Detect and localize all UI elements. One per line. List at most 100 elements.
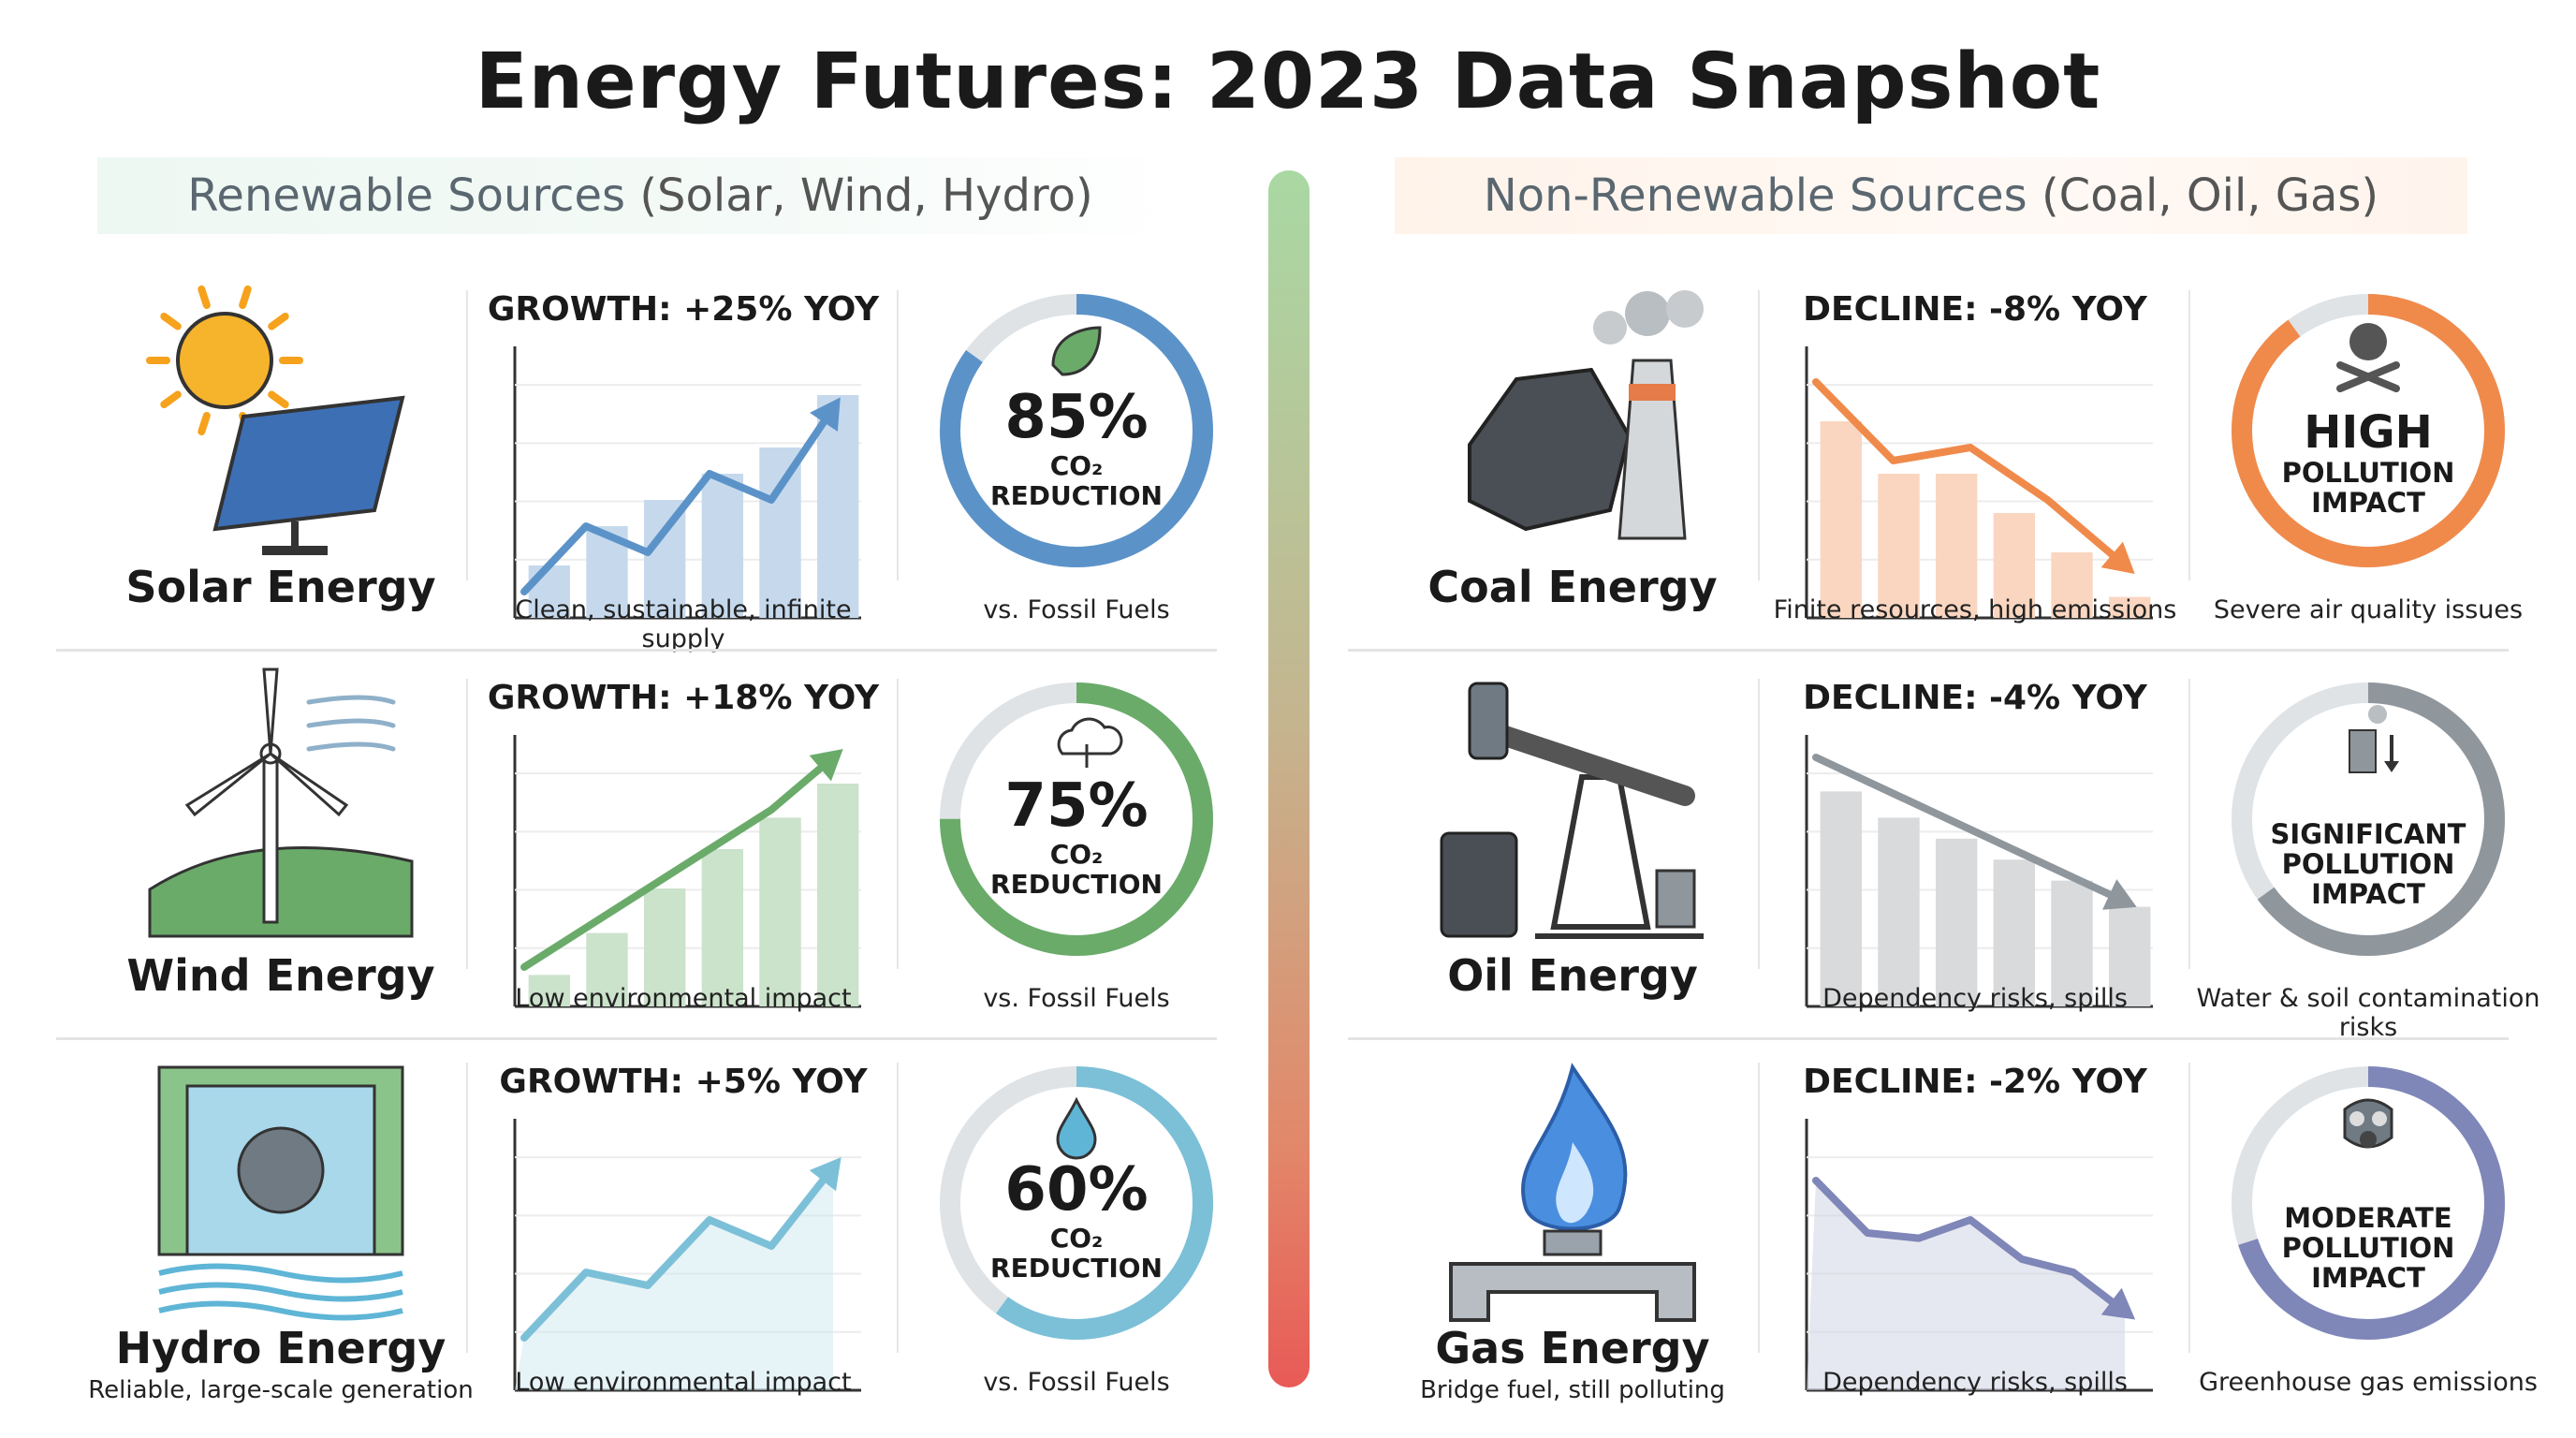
wind-chart xyxy=(513,735,861,1008)
ring-progress xyxy=(940,682,1213,956)
area-fill xyxy=(515,1167,833,1390)
coal-plant-icon xyxy=(1468,290,1704,540)
gas-impact-caption: Greenhouse gas emissions xyxy=(2199,1368,2538,1397)
coal-icon-wrap xyxy=(1468,290,1704,540)
water-drop-icon xyxy=(1056,1096,1097,1160)
renewable-header-bold: Renewable Sources xyxy=(187,169,626,222)
cloud-icon xyxy=(1057,717,1123,768)
ring-co2: CO₂ xyxy=(1049,1223,1104,1254)
bar xyxy=(1993,513,2036,618)
oil-chart xyxy=(1805,735,2153,1008)
coal-chart xyxy=(1805,346,2153,620)
impact-word: SIGNIFICANT xyxy=(2270,818,2466,850)
column-separator xyxy=(466,290,468,580)
renewable-header: Renewable Sources (Solar, Wind, Hydro) xyxy=(97,157,1183,234)
trend-line xyxy=(520,404,837,595)
trend-arrow xyxy=(2102,879,2137,910)
gas-chart xyxy=(1805,1119,2153,1392)
oil-trend-title: DECLINE: -4% YOY xyxy=(1803,679,2147,717)
trend-line xyxy=(520,754,837,971)
hydro-icon-wrap xyxy=(157,1065,404,1321)
oil-pump-icon xyxy=(1440,682,1704,939)
trend-arrow xyxy=(810,397,841,432)
impact-word: MODERATE xyxy=(2284,1202,2452,1234)
bar xyxy=(528,565,571,618)
ring-percent: 85% xyxy=(1004,383,1149,452)
gradient-divider xyxy=(1268,170,1310,1387)
impact-word: HIGH xyxy=(2304,406,2433,459)
oil-label: Oil Energy xyxy=(1447,950,1698,1001)
bar xyxy=(816,784,859,1006)
trend-line xyxy=(1812,1177,2129,1315)
bar xyxy=(2108,596,2151,618)
column-separator xyxy=(2188,1063,2190,1353)
nonrenewable-header: Non-Renewable Sources (Coal, Oil, Gas) xyxy=(1395,157,2467,234)
bar xyxy=(701,474,744,618)
row-divider xyxy=(56,649,1217,652)
solar-ring-caption: vs. Fossil Fuels xyxy=(983,595,1170,624)
bar xyxy=(1878,474,1920,618)
column-separator xyxy=(1758,290,1760,580)
row-divider xyxy=(1348,649,2509,652)
hydro-subtitle: Reliable, large-scale generation xyxy=(88,1376,474,1404)
column-separator xyxy=(897,290,899,580)
trend-arrow xyxy=(2100,541,2135,575)
ring-reduction: REDUCTION xyxy=(990,480,1163,511)
ring-co2: CO₂ xyxy=(1049,450,1104,481)
solar-ring-text: 85% CO₂ REDUCTION xyxy=(936,384,1217,511)
gas-chart-caption: Dependency risks, spills xyxy=(1822,1368,2128,1397)
bar xyxy=(759,817,801,1006)
bar xyxy=(816,395,859,618)
coal-ring-text: HIGH POLLUTION IMPACT xyxy=(2228,407,2509,518)
area-fill xyxy=(1807,1181,2125,1390)
hydro-dam-icon xyxy=(157,1065,404,1321)
trend-arrow xyxy=(809,748,843,782)
gas-flame-icon xyxy=(1449,1063,1696,1322)
gas-trend-title: DECLINE: -2% YOY xyxy=(1803,1063,2147,1101)
bar xyxy=(586,932,628,1006)
ring-co2: CO₂ xyxy=(1049,839,1104,870)
hydro-ring-text: 60% CO₂ REDUCTION xyxy=(936,1156,1217,1284)
solar-panel-icon xyxy=(146,285,405,555)
coal-impact-caption: Severe air quality issues xyxy=(2213,595,2524,624)
impact-word: POLLUTION xyxy=(2281,1232,2455,1264)
hydro-trend-title: GROWTH: +5% YOY xyxy=(499,1063,868,1101)
wind-label: Wind Energy xyxy=(126,950,435,1001)
bar xyxy=(1935,838,1978,1006)
row-divider xyxy=(56,1037,1217,1040)
trend-arrow xyxy=(809,1156,842,1192)
hydro-chart-caption: Low environmental impact xyxy=(515,1368,852,1397)
column-separator xyxy=(1758,679,1760,969)
ring-progress xyxy=(2232,682,2505,956)
gas-ring-text: MODERATE POLLUTION IMPACT xyxy=(2228,1203,2509,1293)
ring-progress xyxy=(940,1066,1213,1340)
coal-trend-title: DECLINE: -8% YOY xyxy=(1803,290,2147,329)
column-separator xyxy=(466,679,468,969)
solar-chart-caption: Clean, sustainable, infinite supply xyxy=(515,595,852,653)
hydro-ring-caption: vs. Fossil Fuels xyxy=(983,1368,1170,1397)
column-separator xyxy=(897,679,899,969)
oil-ring xyxy=(2232,682,2505,956)
column-separator xyxy=(2188,679,2190,969)
ring-progress xyxy=(940,294,1213,567)
solar-chart xyxy=(513,346,861,620)
trend-line xyxy=(1812,378,2129,569)
impact-word: POLLUTION xyxy=(2281,848,2455,880)
bar xyxy=(759,448,801,618)
column-separator xyxy=(2188,290,2190,580)
solar-icon-wrap xyxy=(146,285,405,555)
column-separator xyxy=(1758,1063,1760,1353)
nonrenewable-header-bold: Non-Renewable Sources xyxy=(1483,169,2027,222)
renewable-header-rest: (Solar, Wind, Hydro) xyxy=(639,169,1093,222)
gas-ring xyxy=(2232,1066,2505,1340)
wind-icon-wrap xyxy=(148,668,414,938)
oil-ring-text: SIGNIFICANT POLLUTION IMPACT xyxy=(2228,819,2509,909)
hydro-ring xyxy=(940,1066,1213,1340)
bar xyxy=(643,500,686,618)
bar xyxy=(1878,817,1920,1006)
bar xyxy=(528,975,571,1006)
wind-ring-text: 75% CO₂ REDUCTION xyxy=(936,772,1217,900)
trend-arrow xyxy=(2100,1287,2136,1320)
ring-percent: 60% xyxy=(1004,1155,1149,1225)
page-title: Energy Futures: 2023 Data Snapshot xyxy=(475,37,2101,126)
